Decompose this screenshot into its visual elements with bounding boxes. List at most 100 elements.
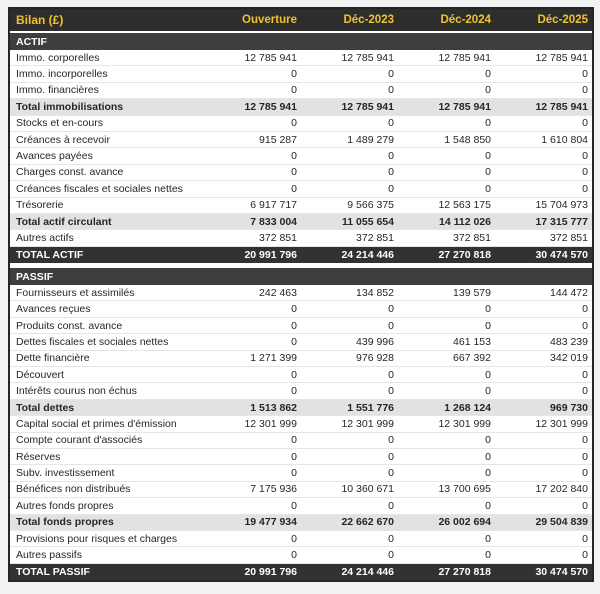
- cell-value-2: 1 268 124: [444, 401, 491, 414]
- row-label: Avances reçues: [16, 303, 91, 316]
- table-row: Total immobilisations 12 785 941 12 785 94…: [10, 99, 592, 116]
- cell-value-2: 0: [485, 319, 491, 332]
- cell-value-2: 0: [485, 532, 491, 545]
- row-label: Produits const. avance: [16, 319, 123, 332]
- cell-value-0: 0: [291, 117, 297, 130]
- cell-value-1: 0: [388, 84, 394, 97]
- cell-value-1: 0: [388, 499, 394, 512]
- table-row: Provisions pour risques et charges 0 0 0 0: [10, 530, 592, 548]
- row-label: Autres passifs: [16, 549, 82, 562]
- cell-value-2: 0: [485, 303, 491, 316]
- cell-value-3: 342 019: [550, 352, 588, 365]
- table-row: Dette financière 1 271 399 976 928 667 392 3…: [10, 350, 592, 368]
- cell-value-0: 1 271 399: [250, 352, 297, 365]
- row-label: Intérêts courus non échus: [16, 385, 137, 398]
- cell-value-2: 0: [485, 117, 491, 130]
- row-label: Compte courant d'associés: [16, 434, 143, 447]
- cell-value-0: 0: [291, 549, 297, 562]
- cell-value-2: 0: [485, 499, 491, 512]
- cell-value-0: 7 175 936: [250, 483, 297, 496]
- cell-value-3: 1 610 804: [541, 133, 588, 146]
- row-label: Immo. incorporelles: [16, 68, 108, 81]
- cell-value-2: 461 153: [453, 335, 491, 348]
- cell-value-1: 0: [388, 532, 394, 545]
- cell-value-1: 1 551 776: [347, 401, 394, 414]
- table-row: Immo. incorporelles 0 0 0 0: [10, 66, 592, 83]
- table-row: Créances à recevoir 915 287 1 489 279 1 548…: [10, 131, 592, 149]
- row-label: Total immobilisations: [16, 100, 124, 113]
- cell-value-3: 372 851: [550, 231, 588, 244]
- table-row: Autres passifs 0 0 0 0: [10, 547, 592, 564]
- table-row: Dettes fiscales et sociales nettes 0 439 9…: [10, 334, 592, 351]
- cell-value-2: 12 563 175: [438, 199, 491, 212]
- cell-value-1: 0: [388, 368, 394, 381]
- table-row: Intérêts courus non échus 0 0 0 0: [10, 383, 592, 400]
- cell-value-2: 0: [485, 150, 491, 163]
- row-label: Fournisseurs et assimilés: [16, 286, 135, 299]
- cell-value-3: 0: [582, 549, 588, 562]
- cell-value-3: 0: [582, 385, 588, 398]
- cell-value-2: 26 002 694: [438, 516, 491, 529]
- row-label: Subv. investissement: [16, 467, 115, 480]
- row-label: Charges const. avance: [16, 166, 124, 179]
- cell-value-1: 0: [388, 303, 394, 316]
- cell-value-1: 12 785 941: [341, 100, 394, 113]
- cell-value-0: 19 477 934: [244, 516, 297, 529]
- table-row: Autres actifs 372 851 372 851 372 851 372 85…: [10, 230, 592, 247]
- table-row: Capital social et primes d'émission 12 30…: [10, 416, 592, 433]
- section-gap: [10, 263, 592, 269]
- table-row: Compte courant d'associés 0 0 0 0: [10, 432, 592, 449]
- cell-value-0: 0: [291, 385, 297, 398]
- cell-value-2: 667 392: [453, 352, 491, 365]
- cell-value-3: 29 504 839: [535, 516, 588, 529]
- cell-value-0: 12 301 999: [244, 417, 297, 430]
- cell-value-2: 0: [485, 68, 491, 81]
- cell-value-1: 0: [388, 467, 394, 480]
- cell-value-2: 0: [485, 84, 491, 97]
- cell-value-3: 0: [582, 319, 588, 332]
- cell-value-3: 17 315 777: [535, 215, 588, 228]
- cell-value-1: 0: [388, 182, 394, 195]
- column-header-0: Ouverture: [242, 14, 297, 26]
- cell-value-0: 12 785 941: [244, 51, 297, 64]
- cell-value-0: 0: [291, 303, 297, 316]
- cell-value-2: 0: [485, 182, 491, 195]
- cell-value-3: 0: [582, 434, 588, 447]
- cell-value-1: 0: [388, 385, 394, 398]
- table-header-row: Bilan (£) Ouverture Déc-2023 Déc-2024 Déc-2…: [10, 9, 592, 33]
- table-row: Créances fiscales et sociales nettes 0 0 0 0: [10, 181, 592, 198]
- row-label: Provisions pour risques et charges: [16, 532, 178, 545]
- cell-value-2: 0: [485, 368, 491, 381]
- cell-value-2: 0: [485, 166, 491, 179]
- cell-value-2: 0: [485, 450, 491, 463]
- cell-value-0: 0: [291, 450, 297, 463]
- table-row: Subv. investissement 0 0 0 0: [10, 465, 592, 482]
- cell-value-0: 0: [291, 166, 297, 179]
- cell-value-2: 0: [485, 385, 491, 398]
- cell-value-3: 0: [582, 303, 588, 316]
- cell-value-3: 0: [582, 84, 588, 97]
- row-label: Total dettes: [16, 401, 75, 414]
- cell-value-0: 0: [291, 434, 297, 447]
- column-header-3: Déc-2025: [537, 14, 588, 26]
- cell-value-0: 12 785 941: [244, 100, 297, 113]
- cell-value-3: 15 704 973: [535, 199, 588, 212]
- cell-value-2: 27 270 818: [438, 248, 491, 261]
- row-label: Créances à recevoir: [16, 133, 110, 146]
- cell-value-2: 139 579: [453, 286, 491, 299]
- cell-value-2: 0: [485, 549, 491, 562]
- balance-sheet-table: Bilan (£) Ouverture Déc-2023 Déc-2024 Déc-2…: [8, 7, 594, 583]
- row-label: Capital social et primes d'émission: [16, 417, 177, 430]
- section-title: ACTIF: [16, 35, 47, 48]
- cell-value-0: 0: [291, 467, 297, 480]
- cell-value-3: 483 239: [550, 335, 588, 348]
- row-label: Dette financière: [16, 352, 90, 365]
- cell-value-2: 0: [485, 467, 491, 480]
- table-row: TOTAL ACTIF 20 991 796 24 214 446 27 270 81…: [10, 246, 592, 264]
- cell-value-3: 969 730: [550, 401, 588, 414]
- table-row: Trésorerie 6 917 717 9 566 375 12 563 175 15…: [10, 197, 592, 214]
- cell-value-3: 30 474 570: [535, 565, 588, 578]
- table-row: TOTAL PASSIF 20 991 796 24 214 446 27 270 8…: [10, 563, 592, 581]
- table-row: Stocks et en-cours 0 0 0 0: [10, 115, 592, 132]
- cell-value-1: 24 214 446: [341, 248, 394, 261]
